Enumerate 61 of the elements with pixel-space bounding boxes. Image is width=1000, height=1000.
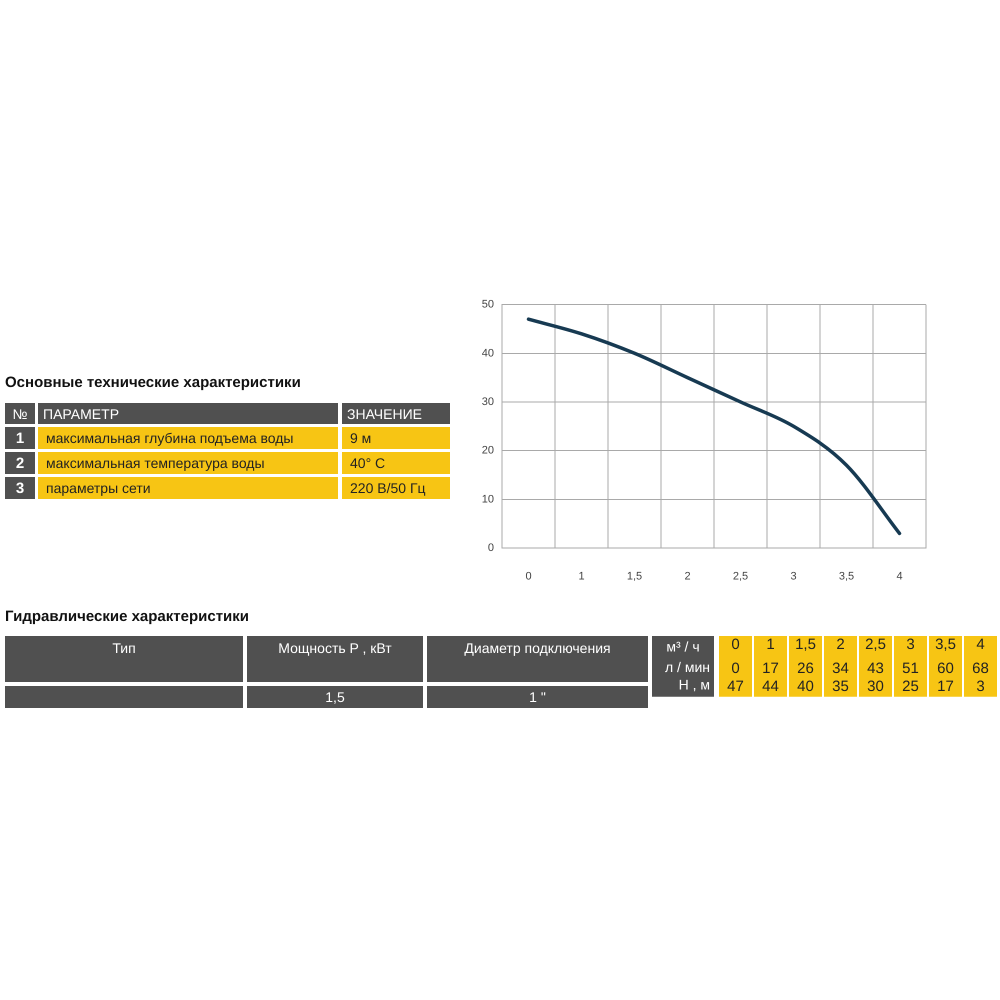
data-label: 68: [972, 660, 989, 678]
category-label: ЗНАЧЕНИЕ: [347, 406, 422, 422]
text: 1,5: [325, 689, 345, 705]
y-tick-label: 10: [482, 493, 494, 506]
x-tick-label: 2,5: [865, 636, 886, 654]
category-label: Тип: [112, 640, 136, 656]
y-tick-label: H , м: [678, 676, 710, 693]
data-label: 47: [727, 678, 744, 695]
text: 220 В/50 Гц: [350, 480, 426, 496]
text: максимальная температура воды: [46, 455, 265, 471]
text: Основные технические характеристики: [5, 374, 301, 391]
text: 1: [16, 430, 24, 446]
data-label: 17: [937, 678, 954, 695]
y-tick-label: 0: [488, 542, 494, 554]
line-series: [526, 317, 902, 536]
x-tick-label: 2,5: [732, 570, 748, 583]
text: 2: [16, 454, 24, 472]
category-label: ПАРАМЕТР: [43, 406, 120, 422]
y-tick-label: 30: [482, 396, 494, 408]
data-label: 26: [797, 660, 814, 678]
x-tick-label: 2: [836, 636, 845, 654]
y-tick-label: 40: [482, 347, 494, 360]
x-tick-label: 1: [578, 570, 585, 583]
data-label: 17: [762, 660, 779, 678]
category-label: Диаметр подключения: [464, 640, 611, 656]
data-label: 35: [832, 678, 849, 695]
data-label: 44: [762, 678, 779, 695]
data-label: 34: [832, 660, 849, 678]
category-label: Мощность P , кВт: [278, 640, 392, 656]
x-tick-label: 0: [731, 636, 740, 654]
x-tick-label: 3,5: [935, 636, 956, 654]
data-label: 30: [867, 678, 884, 695]
data-label: 25: [902, 678, 919, 695]
y-tick-label: 50: [482, 298, 494, 311]
data-label: 40: [797, 678, 814, 695]
x-tick-label: 0: [525, 570, 532, 583]
y-tick-label: л / мин: [664, 658, 710, 675]
x-tick-label: 1: [766, 636, 775, 654]
x-tick-label: 2: [684, 570, 691, 583]
category-label: №: [12, 406, 28, 422]
x-tick-label: 1,5: [795, 636, 816, 654]
x-axis-title: м³ / ч: [666, 638, 700, 654]
x-tick-label: 3,5: [838, 570, 854, 583]
text: 1 ": [529, 689, 546, 705]
text: 3: [16, 480, 24, 496]
x-tick-label: 3: [790, 570, 797, 583]
x-tick-label: 4: [896, 570, 903, 583]
y-tick-label: 20: [482, 444, 494, 457]
data-label: 60: [937, 660, 954, 678]
data-label: 0: [731, 660, 740, 678]
text: 40° C: [350, 455, 386, 471]
text: максимальная глубина подъема воды: [46, 430, 294, 446]
data-label: 3: [976, 678, 985, 695]
data-label: 51: [902, 660, 919, 678]
text: параметры сети: [46, 480, 151, 496]
x-tick-label: 4: [976, 636, 985, 654]
x-tick-label: 3: [906, 636, 915, 654]
text: Гидравлические характеристики: [5, 608, 249, 625]
data-label: 43: [867, 660, 884, 678]
x-tick-label: 1,5: [626, 570, 642, 583]
text: 9 м: [350, 430, 372, 446]
